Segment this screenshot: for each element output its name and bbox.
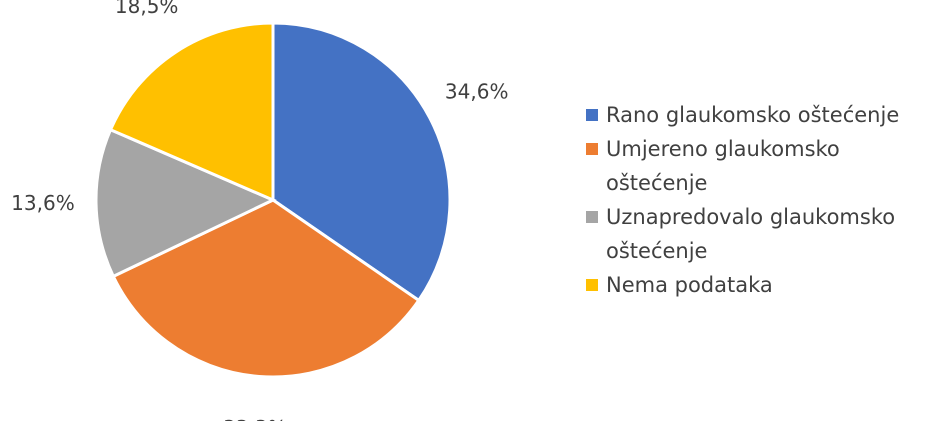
legend-item: Rano glaukomsko oštećenje <box>582 98 932 132</box>
legend-swatch <box>586 279 598 291</box>
legend-swatch <box>586 109 598 121</box>
pie-slice <box>111 198 421 379</box>
legend-label: Umjereno glaukomsko oštećenje <box>606 137 840 195</box>
data-label: 18,5% <box>115 0 179 18</box>
legend-item: Umjereno glaukomsko oštećenje <box>582 132 932 200</box>
pie-slice <box>108 21 275 203</box>
legend-swatch <box>586 143 598 155</box>
legend-label: Rano glaukomsko oštećenje <box>606 103 900 127</box>
pie-slice <box>94 127 277 279</box>
legend-item: Nema podataka <box>582 268 932 302</box>
legend: Rano glaukomsko oštećenje Umjereno glauko… <box>582 98 932 302</box>
legend-swatch <box>586 211 598 223</box>
data-label: 33,3% <box>223 416 287 421</box>
legend-label: Nema podataka <box>606 273 773 297</box>
data-label: 13,6% <box>11 191 75 215</box>
pie-slice <box>271 21 452 303</box>
legend-item: Uznapredovalo glaukomsko oštećenje <box>582 200 932 268</box>
data-label: 34,6% <box>445 79 509 103</box>
legend-label: Uznapredovalo glaukomsko oštećenje <box>606 205 896 263</box>
